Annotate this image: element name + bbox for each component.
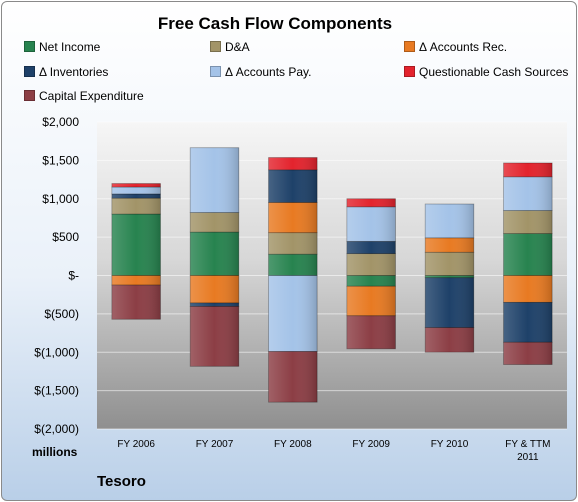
bar-accounts-pay-4-shade: [346, 206, 396, 242]
chart-title: Free Cash Flow Components: [157, 14, 393, 33]
unit-label: millions: [32, 445, 78, 459]
legend-swatch: [24, 90, 35, 102]
y-tick-label: $1,500: [42, 153, 79, 167]
company-label: Tesoro: [97, 473, 146, 490]
legend-swatch: [24, 41, 35, 53]
bar-capital-expenditure-2-shade: [190, 306, 239, 367]
legend-swatch: [210, 66, 221, 78]
bar-accounts-rec-2-shade: [190, 275, 239, 303]
bar-capital-expenditure-6-shade: [503, 342, 553, 365]
legend-item: D&A: [210, 40, 250, 54]
x-tick-label: FY 2008: [274, 439, 312, 450]
bar-accounts-rec-5-shade: [425, 237, 474, 253]
legend-swatch: [404, 41, 415, 53]
legend-label: Δ Inventories: [39, 65, 109, 79]
bar-accounts-pay-2-shade: [190, 147, 239, 213]
bar-questionable-cash-sources-6-shade: [503, 162, 553, 177]
bar-d-a-6-shade: [503, 210, 553, 234]
legend-label: Capital Expenditure: [39, 89, 144, 103]
y-tick-label: $(1,500): [34, 384, 79, 398]
x-tick-label: FY 2009: [352, 439, 390, 450]
y-axis-ticks: $2,000 $1,500 $1,000 $500 $- $(500) $(1,000) $(…: [34, 115, 79, 436]
legend-item: Questionable Cash Sources: [404, 65, 568, 79]
bar-accounts-pay-1-shade: [111, 187, 161, 194]
bar-questionable-cash-sources-4-shade: [346, 198, 396, 207]
bar-accounts-rec-1-shade: [111, 275, 161, 286]
bar-net-income-6-shade: [503, 233, 553, 276]
legend-item: Net Income: [24, 40, 100, 54]
y-tick-label: $1,000: [42, 192, 79, 206]
legend-label: Net Income: [39, 40, 101, 54]
bar-accounts-rec-4-shade: [346, 286, 396, 316]
bar-accounts-rec-3-shade: [268, 202, 318, 233]
y-tick-label: $(1,000): [34, 345, 79, 359]
bar-net-income-2-shade: [190, 232, 239, 276]
bar-net-income-4-shade: [346, 275, 396, 287]
legend-swatch: [210, 41, 221, 53]
legend-label: Δ Accounts Pay.: [225, 65, 312, 79]
x-tick-label: FY 2006: [117, 439, 155, 450]
bar-net-income-3-shade: [268, 254, 318, 276]
bar-inventories-5-shade: [425, 277, 474, 328]
x-axis-ticks: FY 2006 FY 2007 FY 2008 FY 2009 FY 2010 FY & …: [117, 439, 550, 463]
bar-capital-expenditure-4-shade: [346, 315, 396, 349]
legend-item: Δ Accounts Pay.: [210, 65, 312, 79]
x-tick-label: FY & TTM 2011: [505, 439, 550, 463]
legend-swatch: [24, 66, 35, 78]
bar-net-income-5-shade: [425, 275, 474, 278]
bar-d-a-1-shade: [111, 198, 161, 215]
legend-item: Δ Inventories: [24, 65, 108, 79]
bar-capital-expenditure-1-shade: [111, 285, 161, 320]
legend-label: Δ Accounts Rec.: [419, 40, 508, 54]
chart-legend: Net Income D&A Δ Accounts Rec. Δ Inventorie…: [2, 2, 578, 112]
y-tick-label: $(2,000): [34, 422, 79, 436]
y-tick-label: $-: [68, 269, 79, 283]
bar-d-a-2-shade: [190, 212, 239, 233]
legend-swatch: [404, 66, 415, 78]
bar-capital-expenditure-5-shade: [425, 327, 474, 353]
y-tick-label: $(500): [44, 307, 79, 321]
bar-inventories-2-shade: [190, 302, 239, 307]
bars: [111, 147, 553, 403]
bar-inventories-1-shade: [111, 193, 161, 199]
bar-accounts-pay-3-shade: [268, 275, 318, 352]
legend-item: Δ Accounts Rec.: [404, 40, 507, 54]
legend-label: Questionable Cash Sources: [419, 65, 569, 79]
y-tick-label: $2,000: [42, 115, 79, 129]
x-tick-label: FY 2010: [431, 439, 469, 450]
bar-questionable-cash-sources-3-shade: [268, 157, 318, 170]
bar-capital-expenditure-3-shade: [268, 351, 318, 403]
bar-inventories-3-shade: [268, 169, 318, 203]
bar-d-a-4-shade: [346, 253, 396, 276]
bar-questionable-cash-sources-1-shade: [111, 183, 161, 188]
bar-accounts-pay-5-shade: [425, 204, 474, 238]
bar-accounts-pay-6-shade: [503, 176, 553, 211]
x-tick-label: FY 2007: [196, 439, 234, 450]
legend-label: D&A: [225, 40, 250, 54]
bar-inventories-4-shade: [346, 241, 396, 254]
bar-inventories-6-shade: [503, 302, 553, 343]
legend-item: Capital Expenditure: [24, 89, 144, 103]
bar-accounts-rec-6-shade: [503, 275, 553, 303]
bar-d-a-3-shade: [268, 232, 318, 255]
gridlines: [97, 121, 567, 430]
bar-net-income-1-shade: [111, 214, 161, 276]
bar-d-a-5-shade: [425, 252, 474, 276]
y-tick-label: $500: [52, 230, 79, 244]
